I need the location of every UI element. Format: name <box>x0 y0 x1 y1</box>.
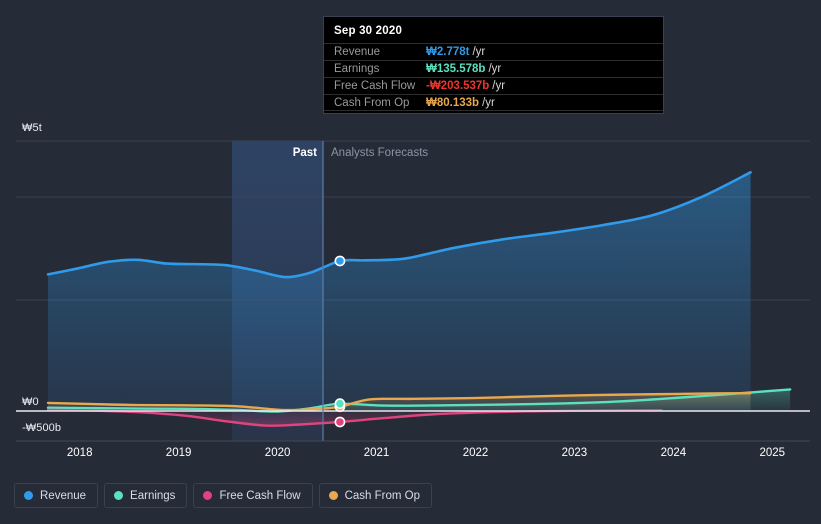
legend-color-swatch-icon <box>114 491 124 500</box>
x-tick-2022: 2022 <box>462 447 489 459</box>
legend-item-cash-from-op[interactable]: Cash From Op <box>318 483 433 508</box>
tooltip-row-label: Cash From Op <box>334 96 410 109</box>
series-line-cash-from-op <box>46 391 752 412</box>
x-tick-2020: 2020 <box>264 447 291 459</box>
series-line-revenue <box>46 171 752 279</box>
legend-item-label: Cash From Op <box>344 489 421 502</box>
tooltip-row-label: Revenue <box>334 46 381 58</box>
legend-item-revenue[interactable]: Revenue <box>14 483 99 508</box>
legend-color-swatch-icon <box>328 491 338 500</box>
tooltip-row-value: ₩2.778t <box>426 46 470 58</box>
tooltip-row-unit: /yr <box>488 63 502 75</box>
tooltip-row-unit: /yr <box>482 96 495 109</box>
tooltip-row-value: ₩135.578b <box>426 63 486 75</box>
tooltip-row-label: Earnings <box>334 63 380 75</box>
series-area-fills <box>48 172 791 426</box>
tooltip-row-value: -₩203.537b <box>426 80 490 92</box>
y-tick-zero: ₩0 <box>22 396 39 408</box>
x-tick-2018: 2018 <box>66 447 93 459</box>
x-tick-2023: 2023 <box>561 447 588 459</box>
x-tick-2021: 2021 <box>363 447 390 459</box>
legend-item-free-cash-flow[interactable]: Free Cash Flow <box>193 483 313 508</box>
hover-point-markers <box>334 255 346 428</box>
chart-legend[interactable]: Revenue Earnings Free Cash Flow Cash From O… <box>14 483 433 508</box>
past-period-label: Past <box>292 147 317 159</box>
hover-marker-free-cash-flow <box>334 416 346 428</box>
legend-color-swatch-icon <box>203 491 213 500</box>
tooltip-row-label: Free Cash Flow <box>334 80 416 92</box>
tooltip-date: Sep 30 2020 <box>334 25 403 37</box>
tooltip-row-unit: /yr <box>492 80 506 92</box>
legend-item-earnings[interactable]: Earnings <box>104 483 188 508</box>
x-tick-2024: 2024 <box>660 447 687 459</box>
x-tick-2019: 2019 <box>165 447 192 459</box>
series-area-revenue <box>48 172 751 411</box>
tooltip-row: Earnings ₩135.578b/yr <box>324 60 663 77</box>
series-line-earnings <box>46 388 792 413</box>
tooltip-row-value: ₩80.133b <box>426 96 480 109</box>
legend-color-swatch-icon <box>24 491 33 500</box>
legend-item-label: Free Cash Flow <box>219 489 301 502</box>
legend-item-label: Revenue <box>40 489 87 502</box>
hover-tooltip: Sep 30 2020 Revenue ₩2.778t/yr Earnings ₩13… <box>323 16 664 114</box>
forecast-period-label: Analysts Forecasts <box>331 147 429 159</box>
tooltip-rows: Revenue ₩2.778t/yr Earnings ₩135.578b/yr Fre… <box>324 43 663 111</box>
tooltip-row-unit: /yr <box>472 46 486 58</box>
tooltip-row: Free Cash Flow -₩203.537b/yr <box>324 77 663 94</box>
tooltip-row: Revenue ₩2.778t/yr <box>324 43 663 60</box>
series-area-free-cash-flow <box>48 409 662 426</box>
legend-item-label: Earnings <box>130 489 176 502</box>
tooltip-row: Cash From Op ₩80.133b/yr <box>324 94 663 111</box>
hover-marker-earnings <box>334 398 346 410</box>
y-tick-bottom: -₩500b <box>22 422 62 434</box>
x-tick-2025: 2025 <box>759 447 786 459</box>
y-tick-top: ₩5t <box>22 122 42 134</box>
hover-marker-revenue <box>334 255 346 267</box>
